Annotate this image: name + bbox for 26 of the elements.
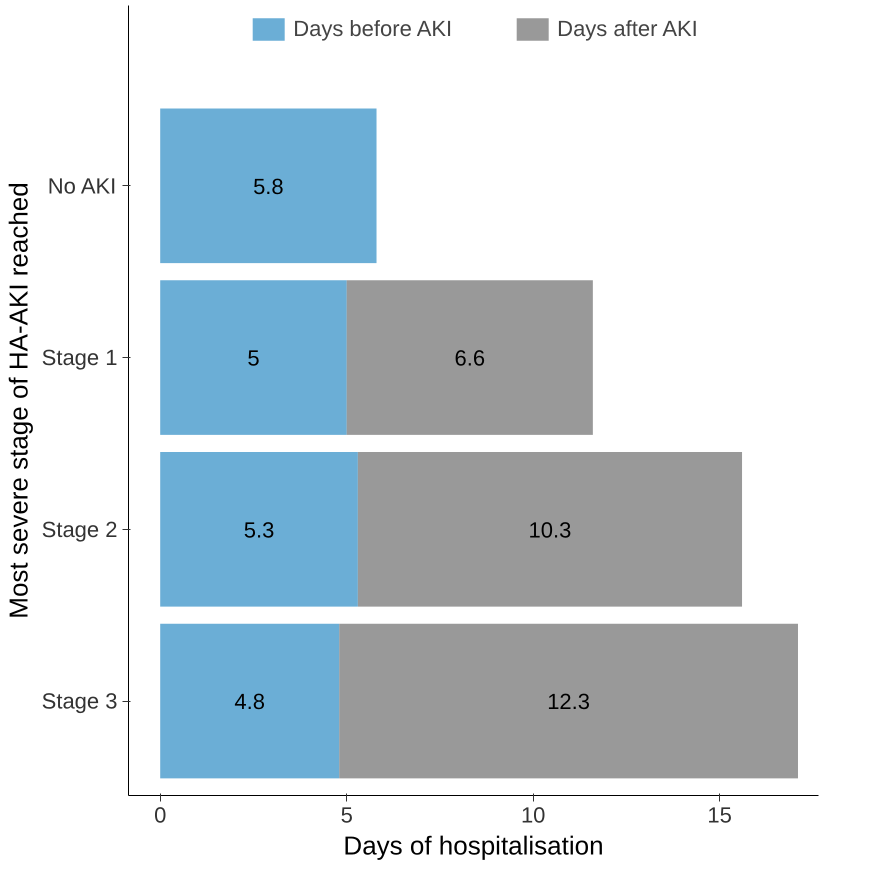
y-tick-label: No AKI (48, 173, 116, 198)
data-label: 4.8 (234, 689, 266, 714)
data-label: 12.3 (547, 689, 590, 714)
data-label: 6.6 (454, 346, 486, 371)
y-axis-title: Most severe stage of HA-AKI reached (4, 182, 34, 619)
data-label: 5.3 (244, 517, 274, 542)
bar (160, 280, 347, 435)
x-tick-label: 15 (707, 802, 732, 828)
data-label: 5.8 (253, 174, 284, 199)
y-tick-label: Stage 2 (42, 516, 118, 542)
legend-label: Days before AKI (293, 16, 452, 42)
data-label: 10.3 (528, 517, 572, 542)
bar (160, 624, 340, 778)
bar (346, 280, 593, 435)
y-tick-label: Stage 3 (42, 688, 118, 714)
x-tick-label: 0 (154, 802, 166, 828)
data-label: 5 (247, 346, 260, 371)
bar (160, 452, 358, 607)
y-tick-label: Stage 1 (42, 345, 118, 370)
bar (160, 108, 377, 264)
x-tick-label: 5 (340, 802, 353, 828)
x-tick-label: 10 (520, 802, 546, 828)
legend-label: Days after AKI (557, 16, 698, 42)
bar (358, 452, 742, 607)
bar (339, 624, 798, 778)
x-axis-title: Days of hospitalisation (343, 830, 604, 860)
